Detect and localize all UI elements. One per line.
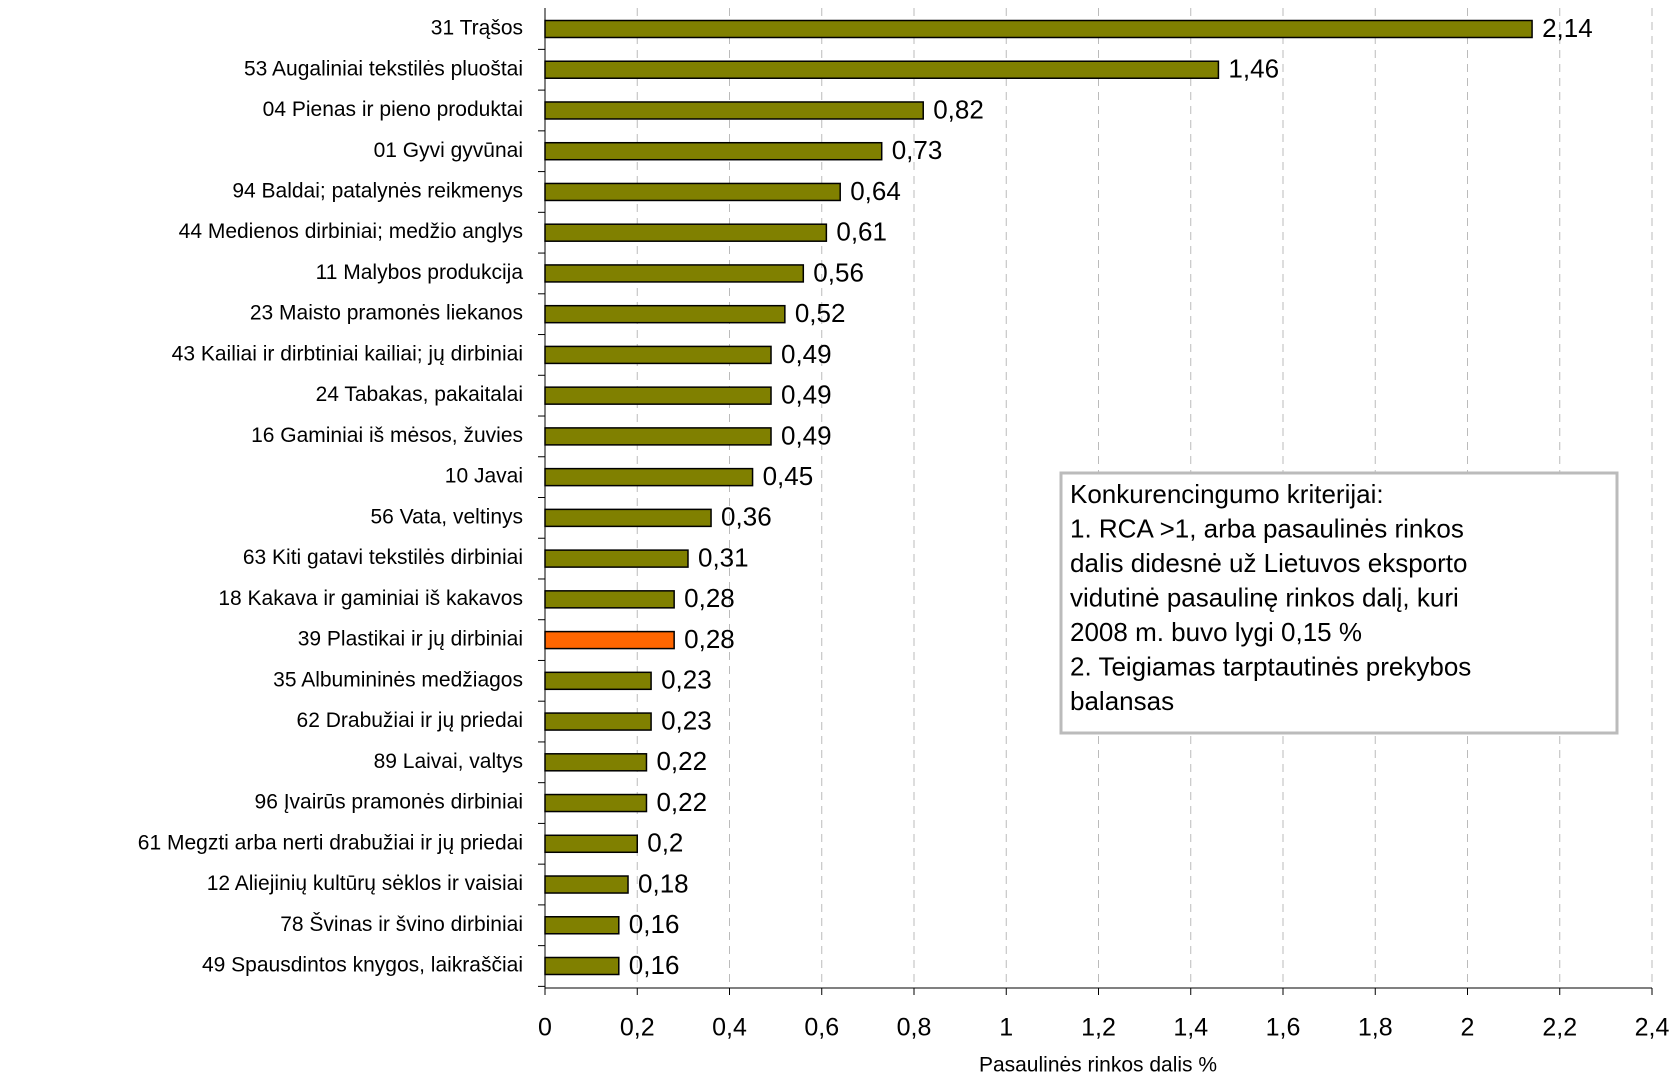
y-tick-label: 18 Kakava ir gaminiai iš kakavos	[218, 587, 523, 610]
y-tick-label: 94 Baldai; patalynės reikmenys	[232, 180, 523, 203]
bar	[544, 182, 841, 202]
value-label: 0,22	[656, 787, 707, 817]
value-label: 0,49	[781, 380, 832, 410]
value-label: 0,82	[933, 94, 984, 124]
y-tick-label: 01 Gyvi gyvūnai	[374, 139, 523, 162]
value-label: 0,16	[629, 909, 680, 939]
y-tick-label: 43 Kailiai ir dirbtiniai kailiai; jų dir…	[172, 342, 523, 365]
value-label: 0,49	[781, 420, 832, 450]
value-label: 1,46	[1228, 54, 1279, 84]
x-tick-label: 2,4	[1635, 1014, 1670, 1042]
x-tick-label: 0,6	[804, 1014, 839, 1042]
y-tick-label: 16 Gaminiai iš mėsos, žuvies	[251, 424, 523, 447]
x-axis-title: Pasaulinės rinkos dalis %	[979, 1054, 1217, 1077]
annotation-line: dalis didesnė už Lietuvos eksporto	[1070, 548, 1467, 578]
bar	[544, 223, 828, 242]
y-tick-label: 35 Albumininės medžiagos	[273, 668, 523, 691]
y-tick-label: 63 Kiti gatavi tekstilės dirbiniai	[243, 546, 523, 569]
bar	[544, 712, 652, 731]
value-label: 0,31	[698, 542, 749, 572]
bar	[544, 427, 772, 446]
value-label: 0,16	[629, 950, 680, 980]
y-tick-label: 78 Švinas ir švino dirbiniai	[280, 913, 523, 936]
value-label: 0,49	[781, 339, 832, 369]
bar	[544, 956, 620, 976]
x-tick-label: 0,4	[712, 1014, 747, 1042]
value-label: 0,61	[836, 217, 887, 247]
y-tick-label: 49 Spausdintos knygos, laikraščiai	[202, 954, 523, 977]
bar	[544, 60, 1220, 79]
bar	[544, 304, 786, 324]
x-tick-label: 1	[999, 1014, 1013, 1042]
x-tick-label: 1,2	[1081, 1014, 1116, 1042]
annotation-line: 2008 m. buvo lygi 0,15 %	[1070, 617, 1362, 647]
bar	[544, 141, 883, 161]
annotation-line: 2. Teigiamas tarptautinės prekybos	[1070, 651, 1471, 681]
bar	[544, 671, 652, 691]
y-tick-label: 31 Trąšos	[431, 17, 523, 40]
x-tick-label: 1,6	[1266, 1014, 1301, 1042]
x-tick-label: 1,8	[1358, 1014, 1393, 1042]
bar	[544, 834, 638, 854]
x-tick-label: 2,2	[1542, 1014, 1577, 1042]
value-label: 2,14	[1542, 13, 1593, 43]
bar	[544, 916, 620, 935]
value-label: 0,64	[850, 176, 901, 206]
value-label: 0,23	[661, 665, 712, 695]
bar	[544, 386, 772, 405]
bar	[544, 549, 689, 568]
value-label: 0,22	[656, 746, 707, 776]
bar	[544, 590, 675, 609]
y-tick-label: 53 Augaliniai tekstilės pluoštai	[244, 57, 523, 80]
bar	[544, 875, 629, 894]
y-tick-label: 12 Aliejinių kultūrų sėklos ir vaisiai	[207, 872, 523, 895]
y-tick-label: 39 Plastikai ir jų dirbiniai	[298, 628, 523, 651]
y-tick-label: 96 Įvairūs pramonės dirbiniai	[255, 791, 523, 814]
value-label: 0,23	[661, 705, 712, 735]
bar	[544, 101, 924, 120]
bar	[544, 753, 648, 772]
annotation-line: balansas	[1070, 686, 1174, 716]
y-tick-label: 24 Tabakas, pakaitalai	[316, 383, 523, 406]
x-tick-label: 0,8	[897, 1014, 932, 1042]
value-label: 0,36	[721, 502, 772, 532]
value-label: 0,28	[684, 624, 735, 654]
bar	[544, 793, 648, 813]
value-label: 0,56	[813, 257, 864, 287]
y-tick-label: 61 Megzti arba nerti drabužiai ir jų pri…	[138, 831, 523, 854]
value-label: 0,52	[795, 298, 846, 328]
x-tick-label: 0	[538, 1014, 552, 1042]
y-tick-label: 56 Vata, veltinys	[370, 505, 523, 528]
y-tick-label: 62 Drabužiai ir jų priedai	[297, 709, 523, 732]
annotation-line: vidutinė pasaulinę rinkos dalį, kuri	[1070, 582, 1459, 612]
bar	[544, 630, 675, 650]
y-tick-label: 10 Javai	[445, 465, 523, 488]
x-tick-label: 2	[1461, 1014, 1475, 1042]
bar	[544, 508, 712, 528]
value-label: 0,18	[638, 868, 689, 898]
annotation-box	[1059, 471, 1619, 735]
bar	[544, 264, 805, 283]
y-tick-label: 04 Pienas ir pieno produktai	[263, 98, 523, 121]
y-tick-label: 44 Medienos dirbiniai; medžio anglys	[179, 220, 523, 243]
annotation-line: Konkurencingumo kriterijai:	[1070, 479, 1384, 509]
value-label: 0,45	[763, 461, 814, 491]
x-tick-label: 1,4	[1173, 1014, 1208, 1042]
annotation-line: 1. RCA >1, arba pasaulinės rinkos	[1070, 513, 1464, 543]
value-label: 0,28	[684, 583, 735, 613]
x-tick-label: 0,2	[620, 1014, 655, 1042]
y-tick-label: 89 Laivai, valtys	[374, 750, 523, 773]
bar	[544, 467, 754, 487]
bar	[544, 19, 1533, 39]
y-tick-label: 23 Maisto pramonės liekanos	[250, 302, 523, 325]
bar	[544, 345, 772, 365]
y-tick-label: 11 Malybos produkcija	[316, 261, 524, 284]
value-label: 0,2	[647, 828, 683, 858]
value-label: 0,73	[892, 135, 943, 165]
